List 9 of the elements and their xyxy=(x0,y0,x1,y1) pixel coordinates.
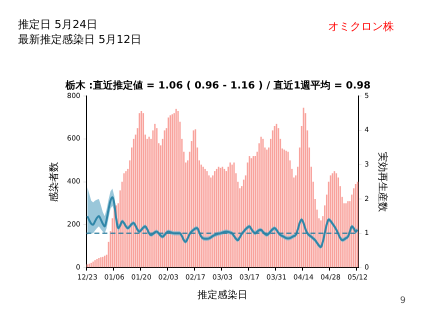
line-series xyxy=(86,196,359,248)
text: 9 xyxy=(400,296,406,306)
text: オミクロン株 xyxy=(328,19,394,34)
text: 最新推定感染日 5月12日 xyxy=(18,32,142,47)
chart-title: 栃木 :直近推定値 = 1.06 ( 0.96 - 1.16 ) / 直近1週平均 = 0.98 xyxy=(64,80,371,92)
x-axis-title: 推定感染日 xyxy=(197,288,248,301)
y-axis-title: 感染者数 xyxy=(48,162,60,202)
text: 推定日 5月24日 xyxy=(18,17,98,32)
y2-axis-title: 実効再生産数 xyxy=(376,152,388,212)
